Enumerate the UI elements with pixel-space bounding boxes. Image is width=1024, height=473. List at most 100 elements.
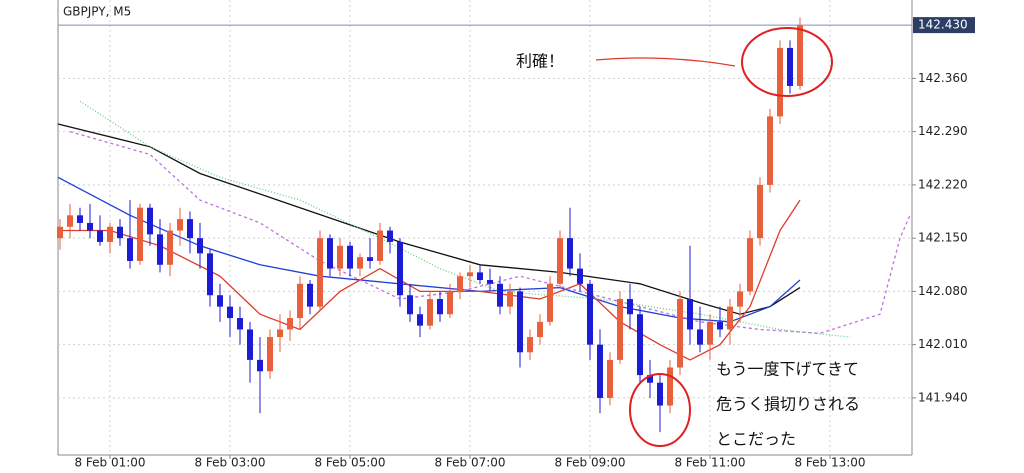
candle-body bbox=[537, 321, 543, 338]
candle-body bbox=[707, 321, 713, 345]
candle-body bbox=[647, 375, 653, 383]
candle-body bbox=[477, 272, 483, 280]
candle-body bbox=[567, 238, 573, 269]
x-tick-label: 8 Feb 01:00 bbox=[74, 456, 145, 470]
candle-body bbox=[417, 314, 423, 326]
candle-body bbox=[127, 238, 133, 261]
candle-body bbox=[777, 47, 783, 117]
candle-body bbox=[167, 230, 173, 265]
highlight-circle bbox=[629, 373, 691, 447]
candle-body bbox=[617, 299, 623, 360]
annotation: 危うく損切りされる bbox=[716, 395, 860, 414]
candle-body bbox=[587, 283, 593, 345]
candle-body bbox=[327, 238, 333, 269]
highlight-circle bbox=[741, 27, 833, 97]
candle-body bbox=[307, 283, 313, 307]
annotation: 利確！ bbox=[516, 52, 564, 71]
candle-body bbox=[517, 291, 523, 353]
candle-body bbox=[257, 359, 263, 372]
candle-body bbox=[87, 222, 93, 231]
candle-body bbox=[97, 230, 103, 242]
candle-body bbox=[267, 337, 273, 372]
x-tick-label: 8 Feb 11:00 bbox=[674, 456, 745, 470]
candle-body bbox=[607, 359, 613, 398]
candle-body bbox=[597, 344, 603, 398]
candle-body bbox=[197, 238, 203, 254]
candle-body bbox=[507, 291, 513, 307]
candle-body bbox=[57, 226, 63, 239]
price-label-box bbox=[913, 17, 975, 34]
candle-body bbox=[407, 295, 413, 315]
candle-body bbox=[677, 299, 683, 368]
candle-body bbox=[697, 329, 703, 345]
price-label: 142.430 bbox=[918, 18, 968, 32]
candle-body bbox=[437, 299, 443, 315]
annotation: もう一度下げてきて bbox=[716, 360, 859, 379]
candle-body bbox=[117, 226, 123, 239]
candle-body bbox=[497, 283, 503, 307]
y-tick-label: 141.940 bbox=[918, 390, 968, 404]
x-tick-label: 8 Feb 13:00 bbox=[794, 456, 865, 470]
y-tick-label: 142.150 bbox=[918, 231, 968, 245]
candle-body bbox=[217, 295, 223, 307]
candle-body bbox=[77, 215, 83, 223]
candle-body bbox=[107, 226, 113, 242]
y-tick-label: 142.080 bbox=[918, 284, 968, 298]
candle-body bbox=[547, 283, 553, 322]
y-tick-label: 142.220 bbox=[918, 177, 968, 191]
candle-body bbox=[157, 234, 163, 265]
series bbox=[57, 17, 911, 433]
annotation: とこだった bbox=[716, 430, 796, 449]
y-tick-label: 142.010 bbox=[918, 337, 968, 351]
candle-body bbox=[667, 367, 673, 406]
candle-body bbox=[447, 291, 453, 315]
candle-body bbox=[527, 337, 533, 353]
candle-body bbox=[767, 116, 773, 185]
candle-body bbox=[717, 321, 723, 330]
candle-body bbox=[297, 283, 303, 319]
candle-body bbox=[187, 219, 193, 239]
chart-title: GBPJPY, M5 bbox=[63, 5, 131, 19]
candle-body bbox=[797, 25, 803, 86]
x-tick-label: 8 Feb 07:00 bbox=[434, 456, 505, 470]
x-tick-label: 8 Feb 03:00 bbox=[194, 456, 265, 470]
candle-body bbox=[467, 272, 473, 277]
candle-body bbox=[577, 268, 583, 284]
candle-body bbox=[657, 382, 663, 406]
candle-body bbox=[207, 253, 213, 296]
candle-body bbox=[747, 238, 753, 292]
candle-body bbox=[387, 230, 393, 242]
candle-body bbox=[147, 207, 153, 235]
candle-body bbox=[487, 280, 493, 284]
candle-body bbox=[737, 291, 743, 307]
candle-body bbox=[727, 306, 733, 330]
candle-body bbox=[337, 245, 343, 269]
candle-body bbox=[457, 276, 463, 292]
candle-body bbox=[247, 329, 253, 360]
candle-body bbox=[377, 230, 383, 261]
candle-body bbox=[757, 184, 763, 239]
candle-body bbox=[317, 238, 323, 307]
candle-body bbox=[137, 207, 143, 261]
candle-body bbox=[367, 257, 373, 261]
candle-body bbox=[67, 215, 73, 227]
candle-body bbox=[637, 314, 643, 376]
candle-body bbox=[627, 299, 633, 315]
y-tick-label: 142.360 bbox=[918, 71, 968, 85]
indicator-line bbox=[60, 199, 801, 361]
x-tick-label: 8 Feb 09:00 bbox=[554, 456, 625, 470]
candle-body bbox=[277, 329, 283, 338]
candle-body bbox=[237, 318, 243, 330]
hand-drawn-line bbox=[595, 57, 736, 67]
candle-body bbox=[357, 257, 363, 269]
candle-body bbox=[287, 318, 293, 330]
candle-body bbox=[427, 299, 433, 326]
candle-body bbox=[227, 306, 233, 319]
candle-body bbox=[347, 245, 353, 269]
candle-body bbox=[687, 299, 693, 330]
candle-body bbox=[557, 238, 563, 284]
candle-body bbox=[787, 47, 793, 86]
candle-body bbox=[397, 241, 403, 296]
